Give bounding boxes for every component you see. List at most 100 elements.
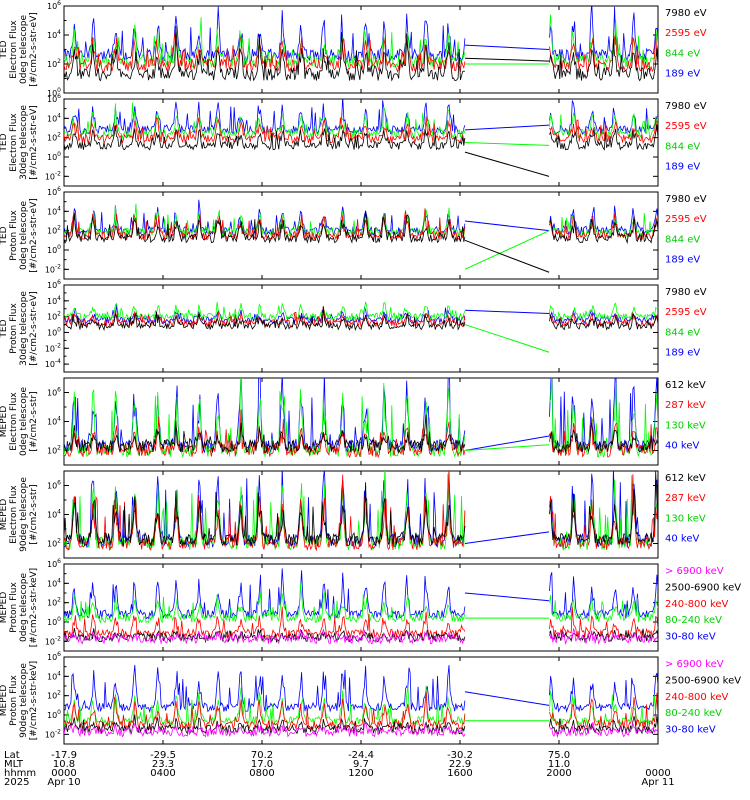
plot-area: [64, 471, 658, 552]
legend-entry: 2595 eV: [665, 214, 707, 225]
legend-entry: 844 eV: [665, 48, 700, 59]
legend-entry: 30-80 keV: [665, 632, 716, 643]
legend-entry: 2500-6900 keV: [665, 582, 741, 593]
y-tick-label: 106: [47, 558, 61, 569]
y-tick-label: 102: [47, 445, 61, 456]
y-tick-label: 10-2: [45, 728, 61, 739]
legend-entry: 240-800 keV: [665, 692, 729, 703]
legend-entry: 7980 eV: [665, 8, 707, 19]
x-row-label: 2025: [4, 777, 29, 788]
y-tick-label: 102: [47, 132, 61, 143]
series-line: [64, 627, 658, 645]
gap-line: [464, 691, 550, 706]
x-row-label: hhmm: [4, 768, 36, 779]
gap-line: [464, 142, 550, 146]
y-tick-label: 106: [47, 279, 61, 290]
y-tick-label: 100: [47, 244, 61, 255]
y-axis-label: MEPEDProton Flux0deg telescope[#/cm2-s-s…: [0, 568, 39, 647]
y-tick-label: 102: [47, 58, 61, 69]
panel-3: 10-2 100 102 104 106 TEDProton Flux0deg teles…: [0, 186, 707, 280]
x-tick-label: 11.0: [548, 759, 570, 770]
x-tick-label: 70.2: [251, 750, 273, 761]
y-axis-label: TEDElectron Flux30deg telescope[#/cm2-s-…: [0, 105, 39, 180]
x-tick-label: 10.8: [53, 759, 75, 770]
legend-entry: 7980 eV: [665, 194, 707, 205]
y-tick-label: 100: [47, 326, 61, 337]
legend-entry: 189 eV: [665, 69, 700, 80]
panel-5: 102 104 106 MEPEDElectron Flux0deg telescop…: [0, 377, 706, 466]
series-line: [64, 25, 658, 82]
plot-area: [64, 6, 658, 82]
plot-area: [64, 664, 658, 739]
panel-1: 100 102 104 106 TEDElectron Flux0deg telesco…: [0, 0, 707, 98]
x-tick-label: 23.3: [152, 759, 174, 770]
plot-area: [64, 568, 658, 645]
legend-entry: 2595 eV: [665, 28, 707, 39]
gap-line: [464, 230, 550, 270]
panel-6: 102 104 106 MEPEDElectron Flux90deg telesco…: [0, 470, 706, 559]
y-axis-label: MEPEDElectron Flux0deg telescope[#/cm2-s…: [0, 387, 39, 457]
series-line: [64, 210, 658, 245]
y-tick-label: 104: [47, 295, 61, 306]
legend-entry: 189 eV: [665, 162, 700, 173]
y-tick-label: 102: [47, 225, 61, 236]
legend-entry: 240-800 keV: [665, 599, 729, 610]
legend-entry: 30-80 keV: [665, 725, 716, 736]
series-line: [64, 378, 658, 454]
y-tick-label: 104: [47, 416, 61, 427]
legend-entry: 7980 eV: [665, 287, 707, 298]
y-axis-label: TEDElectron Flux0deg telescope[#/cm2-s-s…: [0, 12, 39, 87]
y-tick-label: 106: [47, 0, 61, 11]
panel-frame: [63, 191, 659, 280]
y-tick-label: 100: [47, 87, 61, 98]
legend-entry: 287 keV: [665, 493, 706, 504]
legend-entry: 2595 eV: [665, 307, 707, 318]
x-tick-label: 1600: [447, 768, 472, 779]
x-row-label: Lat: [4, 750, 20, 761]
y-tick-label: 104: [47, 112, 61, 123]
series-line: [64, 116, 658, 145]
y-tick-label: 104: [47, 670, 61, 681]
gap-line: [464, 309, 550, 314]
legend-entry: 80-240 keV: [665, 708, 722, 719]
panel-2: 10-2 100 102 104 106 TEDElectron Flux30deg te…: [0, 93, 707, 187]
gap-line: [464, 44, 550, 50]
series-line: [64, 568, 658, 621]
y-tick-label: 102: [47, 690, 61, 701]
x-tick-label: 0000: [645, 768, 670, 779]
legend-entry: 80-240 keV: [665, 615, 722, 626]
y-tick-label: 102: [47, 538, 61, 549]
legend-entry: 844 eV: [665, 327, 700, 338]
series-line: [64, 301, 658, 322]
gap-line: [464, 239, 550, 273]
x-tick-label: Apr 11: [641, 777, 674, 788]
y-tick-label: 10-2: [45, 635, 61, 646]
series-line: [64, 471, 658, 547]
y-tick-label: 104: [47, 205, 61, 216]
y-tick-label: 10-4: [45, 358, 61, 369]
y-tick-label: 104: [47, 509, 61, 520]
series-line: [64, 582, 658, 624]
legend-entry: 130 keV: [665, 513, 706, 524]
x-tick-label: 0400: [150, 768, 175, 779]
legend-entry: > 6900 keV: [665, 566, 724, 577]
plot-area: [64, 99, 658, 177]
y-tick-label: 104: [47, 29, 61, 40]
x-tick-label: -17.9: [51, 750, 77, 761]
gap-line: [464, 151, 550, 177]
y-axis-label: MEPEDProton Flux90deg telescope[#/cm2-s-…: [0, 661, 39, 740]
y-tick-label: 106: [47, 93, 61, 104]
x-row-label: MLT: [4, 759, 24, 770]
series-line: [64, 378, 658, 459]
legend-entry: > 6900 keV: [665, 659, 724, 670]
gap-line: [464, 444, 550, 451]
x-tick-label: Apr 10: [47, 777, 80, 788]
y-tick-label: 102: [47, 597, 61, 608]
series-line: [64, 306, 658, 332]
y-tick-label: 10-2: [45, 170, 61, 181]
y-tick-label: 102: [47, 311, 61, 322]
legend-entry: 7980 eV: [665, 101, 707, 112]
gap-line: [464, 592, 550, 602]
